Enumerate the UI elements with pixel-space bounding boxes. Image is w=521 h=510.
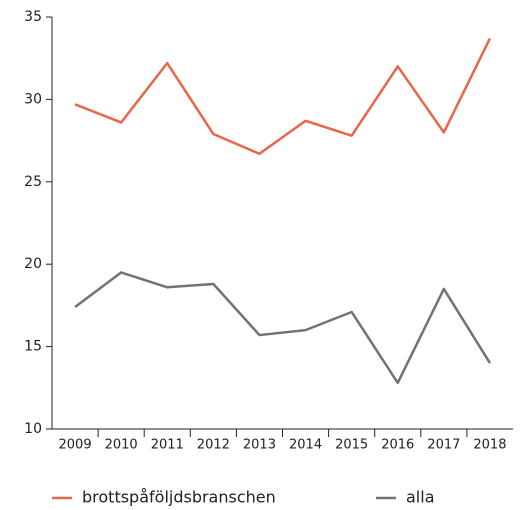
- x-tick-label: 2016: [381, 438, 414, 453]
- y-tick-label: 35: [24, 9, 42, 25]
- y-tick-label: 30: [24, 91, 42, 107]
- y-tick-label: 15: [24, 339, 42, 355]
- legend-label: brottspåföljdsbranschen: [82, 488, 276, 507]
- y-tick-label: 25: [24, 174, 42, 190]
- x-tick-label: 2009: [59, 438, 92, 453]
- line-series: [74, 37, 492, 156]
- x-tick-label: 2013: [243, 438, 276, 453]
- y-tick-label: 10: [24, 421, 42, 437]
- x-tick-label: 2015: [335, 438, 368, 453]
- y-tick-label: 20: [24, 256, 42, 272]
- x-tick-label: 2010: [105, 438, 138, 453]
- x-tick-label: 2011: [151, 438, 184, 453]
- legend-label: alla: [406, 488, 435, 507]
- x-tick-label: 2012: [197, 438, 230, 453]
- x-tick-label: 2014: [289, 438, 322, 453]
- x-tick-label: 2017: [427, 438, 460, 453]
- x-tick-label: 2018: [473, 438, 506, 453]
- line-series: [74, 271, 492, 385]
